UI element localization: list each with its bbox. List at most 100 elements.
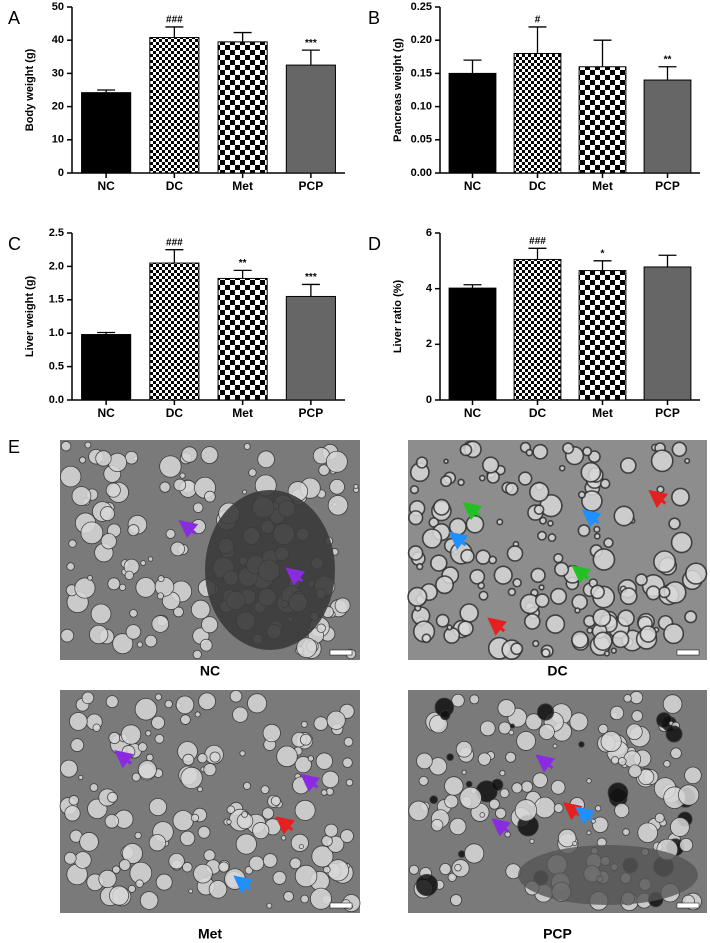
texture: [479, 812, 486, 818]
texture: [89, 624, 109, 645]
texture: [179, 830, 196, 847]
micrograph: [59, 690, 361, 913]
bar: [217, 277, 268, 401]
texture: [495, 807, 507, 820]
texture: [677, 784, 700, 806]
texture: [340, 829, 354, 843]
significance-label: ###: [529, 236, 546, 247]
texture: [276, 745, 298, 768]
texture: [78, 774, 84, 781]
texture: [603, 537, 614, 549]
texture: [619, 457, 637, 474]
texture: [532, 639, 540, 648]
texture: [242, 489, 247, 495]
texture: [324, 823, 339, 838]
significance-label: ***: [305, 272, 317, 283]
texture: [532, 772, 548, 788]
arrow: [462, 501, 483, 521]
x-tick-label: Met: [232, 179, 253, 193]
texture: [617, 609, 635, 628]
y-tick-label: 0.05: [411, 134, 432, 146]
texture: [136, 641, 143, 648]
y-tick-label: 10: [52, 134, 64, 146]
texture: [577, 524, 591, 537]
texture: [444, 794, 459, 809]
texture: [129, 609, 138, 618]
texture: [496, 518, 504, 526]
texture: [134, 697, 158, 721]
texture: [510, 642, 524, 656]
texture: [634, 573, 648, 587]
texture: [325, 450, 348, 473]
bar: [513, 52, 562, 174]
texture: [60, 440, 72, 452]
texture: [318, 464, 330, 476]
texture: [241, 810, 249, 818]
arrow: [285, 567, 306, 586]
texture: [408, 864, 419, 875]
texture: [326, 710, 346, 730]
texture: [252, 822, 270, 840]
bar: [217, 41, 268, 174]
texture: [299, 733, 312, 746]
texture: [144, 634, 158, 648]
texture: [257, 450, 275, 469]
texture: [100, 506, 115, 522]
texture: [300, 894, 309, 904]
texture: [512, 577, 522, 588]
texture: [570, 630, 589, 649]
texture: [578, 741, 585, 748]
texture: [429, 795, 439, 804]
texture: [59, 759, 78, 778]
y-tick-label: 0.0: [49, 394, 64, 406]
texture: [64, 805, 81, 822]
texture: [294, 864, 318, 888]
texture: [164, 699, 173, 709]
texture: [440, 475, 453, 488]
texture: [488, 798, 500, 810]
panel-label: D: [368, 234, 381, 254]
texture: [508, 729, 515, 736]
texture: [592, 816, 609, 834]
texture: [622, 828, 630, 836]
texture: [203, 849, 216, 862]
y-tick-label: 0.25: [411, 1, 432, 13]
texture: [79, 832, 99, 852]
texture: [235, 833, 257, 855]
bar: [285, 64, 336, 174]
texture: [343, 737, 354, 747]
texture: [558, 464, 566, 472]
bar: [81, 334, 132, 401]
texture: [488, 555, 498, 565]
texture: [243, 781, 252, 790]
texture: [540, 648, 551, 658]
texture: [465, 780, 473, 788]
texture: [320, 789, 328, 796]
texture: [190, 813, 200, 823]
bar: [578, 270, 627, 401]
texture: [653, 550, 677, 574]
texture: [454, 863, 462, 872]
texture: [121, 843, 143, 864]
texture: [415, 873, 439, 897]
texture: [118, 583, 127, 591]
x-tick-label: PCP: [655, 179, 680, 193]
texture: [439, 862, 452, 876]
x-tick-label: NC: [464, 179, 482, 193]
texture: [179, 472, 186, 479]
texture: [532, 443, 549, 460]
micrograph: [59, 440, 360, 660]
texture: [517, 471, 533, 486]
texture: [614, 802, 630, 818]
texture: [137, 742, 148, 752]
texture: [409, 485, 420, 495]
texture: [506, 545, 524, 562]
texture: [469, 694, 480, 705]
texture: [580, 461, 602, 483]
bar: [81, 92, 132, 174]
texture: [92, 723, 101, 732]
bar: [643, 266, 692, 401]
texture: [334, 597, 351, 614]
texture: [537, 530, 547, 541]
texture: [529, 838, 535, 844]
